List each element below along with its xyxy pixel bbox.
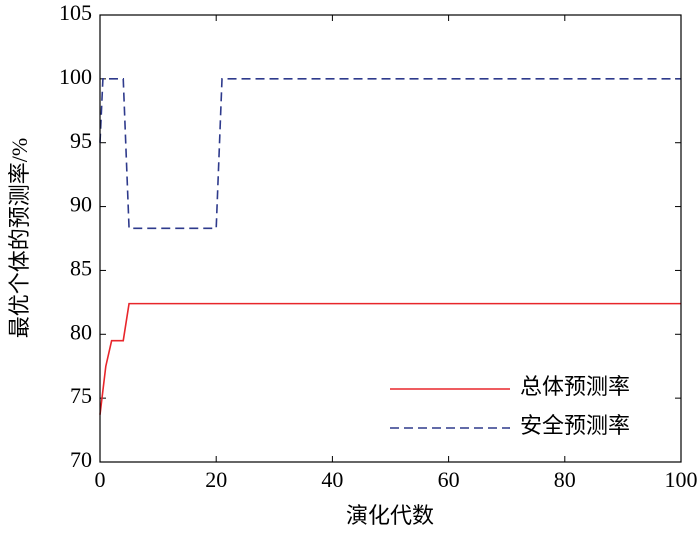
y-tick-label: 75 (70, 383, 92, 408)
y-tick-label: 95 (70, 128, 92, 153)
y-tick-label: 100 (59, 64, 92, 89)
legend-label: 安全预测率 (520, 413, 630, 438)
x-tick-label: 80 (554, 467, 576, 492)
y-axis-label: 最优个体的预测率/% (7, 138, 32, 338)
series-line (99, 78, 681, 230)
y-tick-label: 85 (70, 255, 92, 280)
x-tick-label: 20 (205, 467, 227, 492)
x-tick-label: 100 (665, 467, 698, 492)
x-axis-label: 演化代数 (346, 503, 434, 528)
x-tick-label: 0 (95, 467, 106, 492)
series-line (99, 302, 681, 415)
y-tick-label: 90 (70, 192, 92, 217)
y-tick-label: 105 (59, 0, 92, 25)
x-tick-label: 40 (321, 467, 343, 492)
y-tick-label: 80 (70, 319, 92, 344)
x-tick-label: 60 (438, 467, 460, 492)
legend-label: 总体预测率 (520, 374, 630, 399)
y-tick-label: 70 (70, 447, 92, 472)
plot-frame (99, 14, 682, 463)
